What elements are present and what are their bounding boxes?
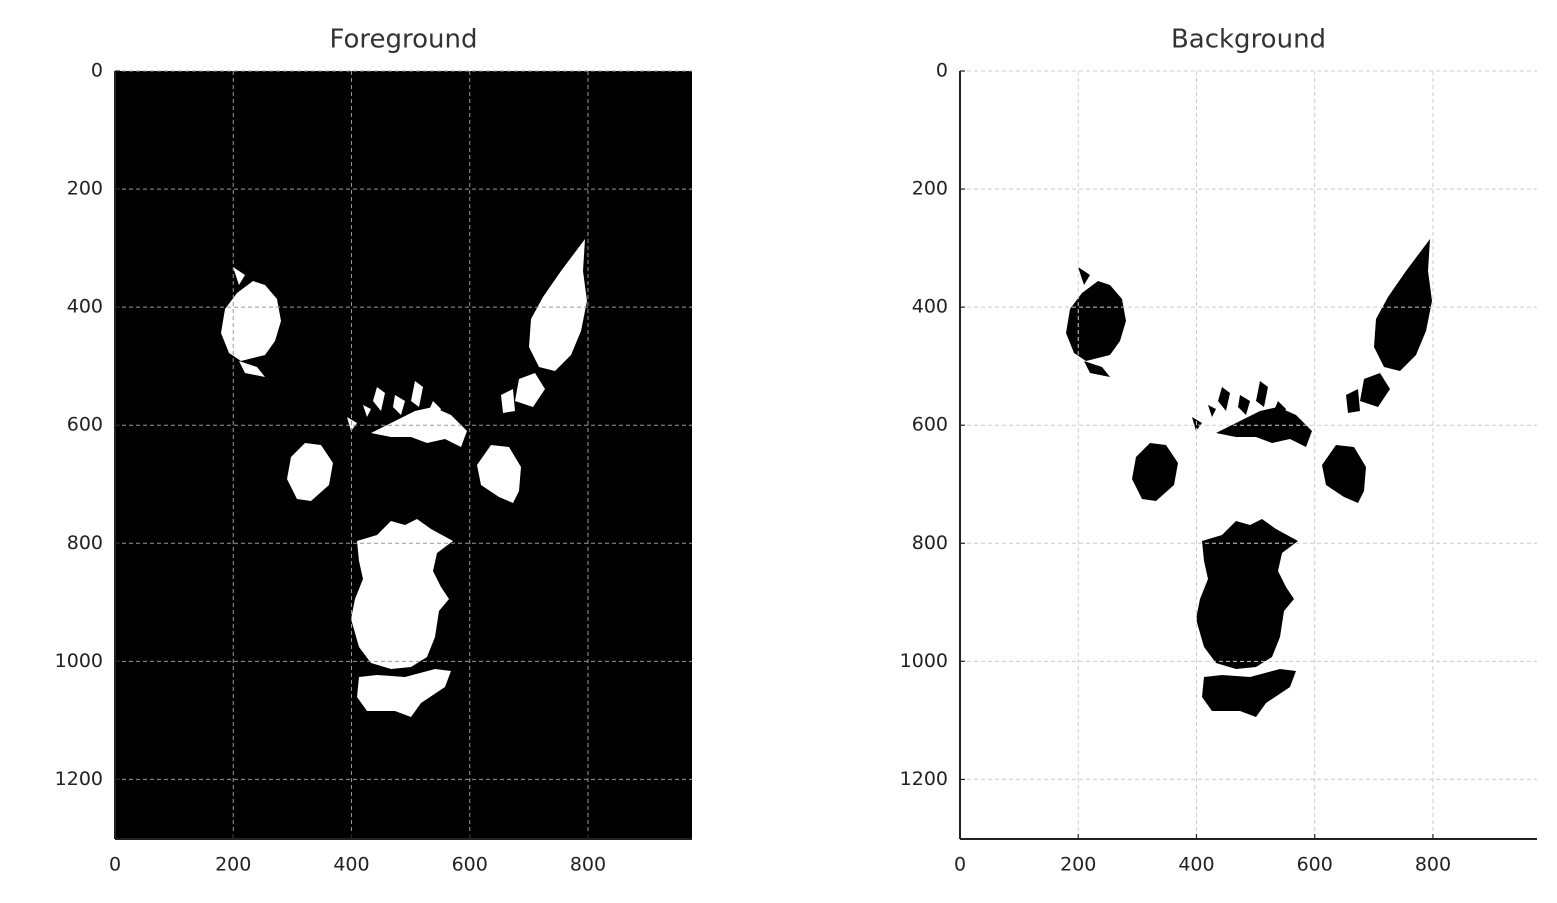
- y-tick-label: 1200: [55, 768, 103, 790]
- y-tick-label: 1000: [55, 650, 103, 672]
- y-tick-label: 1000: [900, 650, 948, 672]
- y-tick-label: 200: [67, 178, 103, 200]
- chart-title: Background: [1171, 25, 1326, 55]
- y-tick-label: 600: [67, 414, 103, 436]
- y-tick-label: 800: [912, 532, 948, 554]
- x-tick-label: 0: [109, 854, 121, 876]
- x-tick-label: 600: [452, 854, 488, 876]
- x-tick-label: 800: [570, 854, 606, 876]
- y-tick-label: 800: [67, 532, 103, 554]
- y-tick-label: 1200: [900, 768, 948, 790]
- y-tick-label: 0: [936, 60, 948, 82]
- x-tick-label: 200: [1060, 854, 1096, 876]
- x-tick-label: 800: [1415, 854, 1451, 876]
- y-tick-label: 600: [912, 414, 948, 436]
- x-tick-label: 0: [954, 854, 966, 876]
- chart-title: Foreground: [329, 25, 477, 55]
- image-background: [960, 71, 1537, 839]
- y-tick-label: 200: [912, 178, 948, 200]
- y-tick-label: 0: [91, 60, 103, 82]
- image-background: [115, 71, 692, 839]
- panel-foreground: Foreground 0 200 400 600 800 0 200 400 600 800 1000…: [55, 25, 692, 876]
- x-tick-label: 200: [215, 854, 251, 876]
- x-tick-label: 400: [1178, 854, 1214, 876]
- x-tick-label: 600: [1297, 854, 1333, 876]
- panel-background: Background 0 200 400 600 800 0 200 400 600 800 1000…: [900, 25, 1537, 876]
- x-tick-label: 400: [333, 854, 369, 876]
- y-tick-label: 400: [67, 296, 103, 318]
- y-tick-label: 400: [912, 296, 948, 318]
